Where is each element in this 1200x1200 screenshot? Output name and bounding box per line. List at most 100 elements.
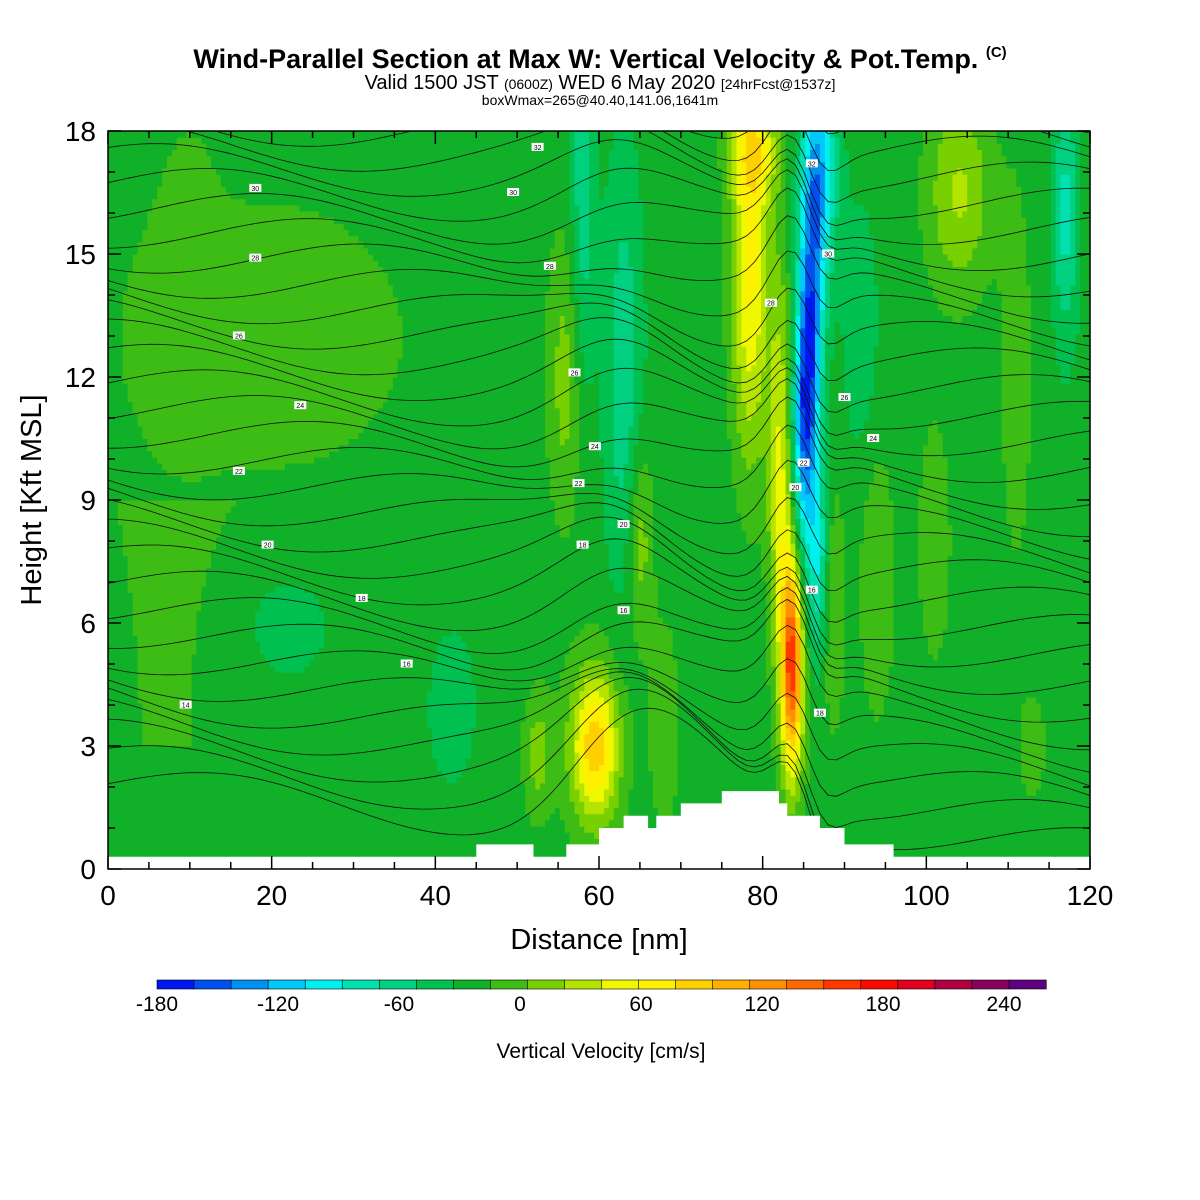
colorbar-swatch (416, 980, 453, 989)
contour-label-text: 16 (403, 662, 411, 669)
colorbar-swatch (898, 980, 935, 989)
contour-label-text: 16 (620, 608, 628, 615)
contour-label-text: 20 (792, 485, 800, 492)
contour-label-text: 28 (251, 256, 259, 263)
colorbar-swatch (787, 980, 824, 989)
contour-label: 32 (532, 143, 544, 152)
contour-label: 20 (618, 520, 630, 529)
contour-label: 28 (544, 262, 556, 271)
x-tick-label: 40 (420, 880, 451, 911)
colorbar-tick-label: -180 (136, 993, 178, 1016)
contour-label-text: 24 (296, 403, 304, 410)
contour-label-text: 30 (509, 190, 517, 197)
contour-label-text: 20 (620, 522, 628, 529)
contour-label: 24 (294, 401, 306, 410)
colorbar-tick-label: 120 (744, 993, 779, 1016)
colorbar-tick-label: -60 (384, 993, 414, 1016)
colorbar-tick-label: 240 (986, 993, 1021, 1016)
colorbar-tick-label: 0 (514, 993, 526, 1016)
colorbar-swatch (935, 980, 972, 989)
contour-label: 16 (401, 660, 413, 669)
contour-label: 24 (589, 442, 601, 451)
contour-label: 24 (867, 434, 879, 443)
y-tick-label: 12 (65, 362, 96, 393)
colorbar: -180 -120 -60 0 60 120 180 240 (136, 980, 1046, 1016)
contour-label-text: 30 (251, 186, 259, 193)
colorbar-swatch (750, 980, 787, 989)
colorbar-swatch (565, 980, 602, 989)
x-tick-label: 80 (747, 880, 778, 911)
x-tick-label: 60 (583, 880, 614, 911)
velocity-field (108, 131, 1096, 870)
y-tick-label: 0 (80, 854, 96, 885)
contour-label-text: 20 (264, 543, 272, 550)
colorbar-swatch (231, 980, 268, 989)
contour-label-text: 22 (575, 481, 583, 488)
x-tick-label: 120 (1067, 880, 1114, 911)
colorbar-swatch (861, 980, 898, 989)
y-axis-title: Height [Kft MSL] (16, 394, 48, 605)
cross-section-chart: 3230303228283026282624262424222222202020… (0, 0, 1200, 1200)
contour-label: 28 (765, 299, 777, 308)
contour-label: 28 (249, 254, 261, 263)
contour-label: 30 (822, 250, 834, 259)
contour-label: 30 (507, 188, 519, 197)
colorbar-swatch (453, 980, 490, 989)
contour-label: 14 (180, 701, 192, 710)
colorbar-tick-label: 60 (629, 993, 652, 1016)
contour-label-text: 30 (824, 252, 832, 259)
colorbar-swatch (342, 980, 379, 989)
y-tick-label: 9 (80, 485, 96, 516)
contour-label: 22 (573, 479, 585, 488)
colorbar-swatch (490, 980, 527, 989)
contour-label: 30 (249, 184, 261, 193)
contour-label: 16 (618, 606, 630, 615)
contour-label: 20 (262, 541, 274, 550)
contour-label-text: 14 (182, 703, 190, 710)
colorbar-title: Vertical Velocity [cm/s] (497, 1040, 706, 1063)
contour-label: 18 (814, 709, 826, 718)
contour-label-text: 24 (869, 436, 877, 443)
contour-label: 20 (789, 483, 801, 492)
contour-label-text: 16 (808, 588, 816, 595)
colorbar-swatch (824, 980, 861, 989)
colorbar-swatch (194, 980, 231, 989)
contour-label: 22 (798, 459, 810, 468)
y-tick-label: 18 (65, 116, 96, 147)
colorbar-tick-label: -120 (257, 993, 299, 1016)
colorbar-swatch (1009, 980, 1046, 989)
colorbar-swatch (527, 980, 564, 989)
x-tick-label: 100 (903, 880, 950, 911)
contour-label: 22 (233, 467, 245, 476)
contour-label-text: 18 (358, 596, 366, 603)
colorbar-swatch (268, 980, 305, 989)
contour-label: 18 (577, 541, 589, 550)
colorbar-swatch (676, 980, 713, 989)
contour-label-text: 18 (816, 711, 824, 718)
contour-label-text: 24 (591, 444, 599, 451)
colorbar-tick-label: 180 (865, 993, 900, 1016)
colorbar-swatch (305, 980, 342, 989)
colorbar-swatch (602, 980, 639, 989)
contour-label: 16 (806, 586, 818, 595)
x-axis-title: Distance [nm] (510, 924, 687, 956)
colorbar-swatch (972, 980, 1009, 989)
contour-label-text: 22 (800, 461, 808, 468)
contour-label: 18 (356, 594, 368, 603)
colorbar-swatch (639, 980, 676, 989)
contour-label: 26 (839, 393, 851, 402)
y-tick-label: 3 (80, 731, 96, 762)
contour-label-text: 32 (534, 145, 542, 152)
x-tick-label: 0 (100, 880, 116, 911)
y-tick-label: 15 (65, 239, 96, 270)
contour-label-text: 26 (571, 370, 579, 377)
contour-label-text: 28 (546, 264, 554, 271)
contour-label-text: 22 (235, 469, 243, 476)
colorbar-swatch (713, 980, 750, 989)
contour-label-text: 32 (808, 161, 816, 168)
contour-label: 26 (569, 368, 581, 377)
contour-label-text: 26 (235, 334, 243, 341)
y-tick-label: 6 (80, 608, 96, 639)
x-tick-label: 20 (256, 880, 287, 911)
contour-label-text: 26 (841, 395, 849, 402)
